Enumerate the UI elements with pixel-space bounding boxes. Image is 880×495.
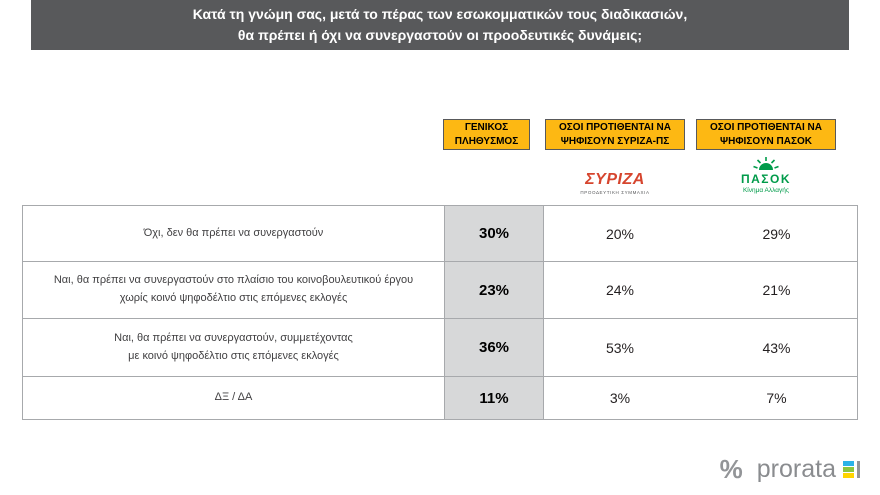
- row-label: ΔΞ / ΔΑ: [23, 376, 444, 419]
- value-syriza: 53%: [544, 318, 696, 376]
- syriza-logo: ΣΥΡΙΖΑ ΠΡΟΟΔΕΥΤΙΚΗ ΣΥΜΜΑΧΙΑ: [545, 171, 685, 195]
- percent-glyph: %: [719, 454, 743, 484]
- pasok-logo: ΠΑΣΟΚ Κίνημα Αλλαγής: [696, 157, 836, 194]
- prorata-bars-icon: [843, 460, 860, 480]
- value-pasok: 7%: [696, 376, 857, 419]
- value-general: 23%: [444, 261, 544, 318]
- syriza-wordmark: ΣΥΡΙΖΑ: [585, 171, 645, 188]
- value-pasok: 21%: [696, 261, 857, 318]
- bar-vertical: [857, 460, 860, 478]
- prorata-wordmark: prorata: [756, 455, 836, 483]
- bar-blue: [843, 460, 854, 466]
- pasok-subtitle: Κίνημα Αλλαγής: [742, 187, 790, 194]
- value-general: 36%: [444, 318, 544, 376]
- syriza-subtitle: ΠΡΟΟΔΕΥΤΙΚΗ ΣΥΜΜΑΧΙΑ: [580, 190, 650, 195]
- column-header-general-population: ΓΕΝΙΚΟΣ ΠΛΗΘΥΣΜΟΣ: [443, 119, 530, 150]
- prorata-logo: % prorata: [720, 454, 860, 485]
- column-header-pasok-voters: ΟΣΟΙ ΠΡΟΤΙΘΕΝΤΑΙ ΝΑ ΨΗΦΙΣΟΥΝ ΠΑΣΟΚ: [696, 119, 836, 150]
- value-pasok: 29%: [762, 225, 791, 242]
- value-general: 11%: [444, 376, 544, 419]
- question-header: Κατά τη γνώμη σας, μετά το πέρας των εσω…: [31, 0, 849, 50]
- pasok-wordmark: ΠΑΣΟΚ: [740, 172, 792, 186]
- bar-yellow: [843, 472, 854, 478]
- value-general: 30%: [444, 206, 544, 261]
- pasok-sun-icon: [753, 157, 779, 170]
- bar-green: [843, 466, 854, 472]
- column-header-syriza-voters: ΟΣΟΙ ΠΡΟΤΙΘΕΝΤΑΙ ΝΑ ΨΗΦΙΣΟΥΝ ΣΥΡΙΖΑ-ΠΣ: [545, 119, 685, 150]
- row-label: Ναι, θα πρέπει να συνεργαστούν στο πλαίσ…: [23, 261, 444, 318]
- value-syriza: 20%: [605, 225, 635, 242]
- results-table: Όχι, δεν θα πρέπει να συνεργαστούν 30% 2…: [22, 205, 858, 420]
- row-label: Όχι, δεν θα πρέπει να συνεργαστούν: [143, 226, 324, 239]
- row-label: Ναι, θα πρέπει να συνεργαστούν, συμμετέχ…: [23, 318, 444, 376]
- value-syriza: 24%: [544, 261, 696, 318]
- value-syriza: 3%: [544, 376, 696, 419]
- value-pasok: 43%: [696, 318, 857, 376]
